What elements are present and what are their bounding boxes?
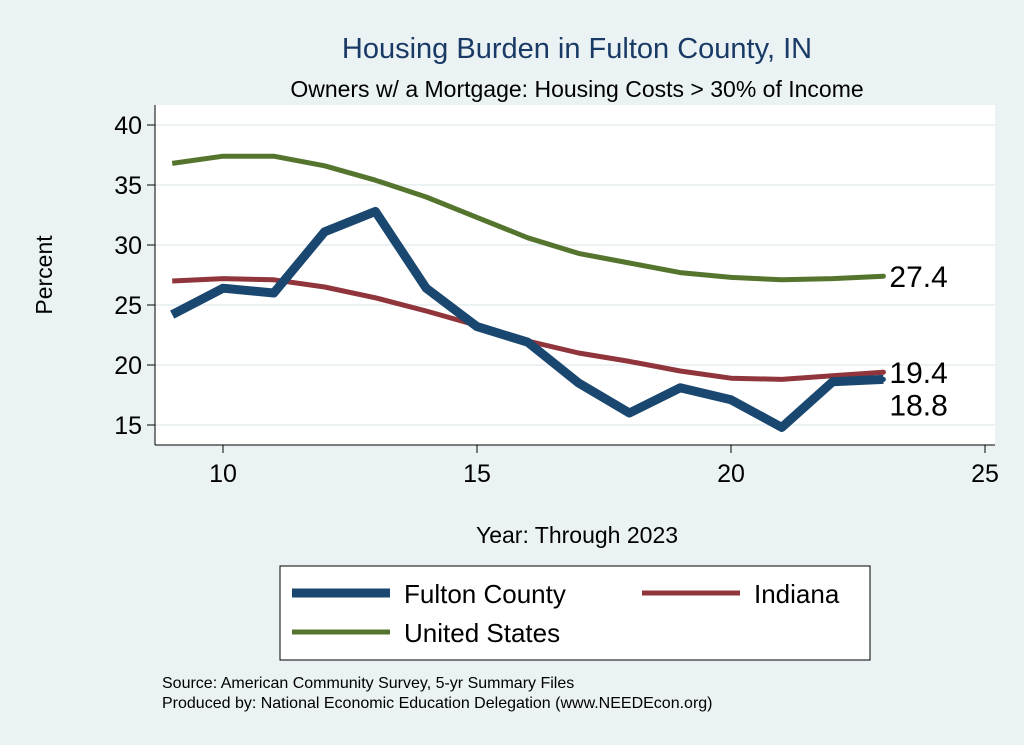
x-tick-label: 20 bbox=[717, 460, 745, 488]
legend-label-us: United States bbox=[404, 618, 560, 648]
y-tick-label: 20 bbox=[114, 352, 142, 380]
x-axis-label: Year: Through 2023 bbox=[476, 522, 678, 548]
y-axis-label: Percent bbox=[31, 235, 57, 315]
y-tick-label: 25 bbox=[114, 292, 142, 320]
x-tick-label: 10 bbox=[209, 460, 237, 488]
series-line-fulton-county bbox=[170, 206, 884, 432]
series-line-united-states bbox=[171, 153, 884, 283]
chart-title: Housing Burden in Fulton County, IN bbox=[342, 33, 812, 65]
end-value-label: 18.8 bbox=[889, 389, 947, 422]
legend: Fulton County Indiana United States bbox=[279, 565, 871, 661]
legend-label-indiana: Indiana bbox=[754, 579, 840, 609]
producer-note: Produced by: National Economic Education… bbox=[162, 695, 713, 712]
x-tick-label: 15 bbox=[463, 460, 491, 488]
end-value-label: 27.4 bbox=[889, 261, 947, 294]
end-point-marker bbox=[880, 273, 886, 279]
y-tick-label: 30 bbox=[114, 232, 142, 260]
source-note: Source: American Community Survey, 5-yr … bbox=[162, 675, 574, 692]
x-tick-label: 25 bbox=[971, 460, 999, 488]
legend-label-fulton: Fulton County bbox=[404, 579, 566, 609]
end-value-label: 19.4 bbox=[889, 357, 947, 390]
chart-subtitle: Owners w/ a Mortgage: Housing Costs > 30… bbox=[290, 76, 863, 102]
end-point-marker bbox=[880, 369, 886, 375]
y-tick-label: 40 bbox=[114, 112, 142, 140]
end-point-marker bbox=[880, 376, 886, 382]
y-tick-label: 15 bbox=[114, 412, 142, 440]
y-tick-label: 35 bbox=[114, 172, 142, 200]
